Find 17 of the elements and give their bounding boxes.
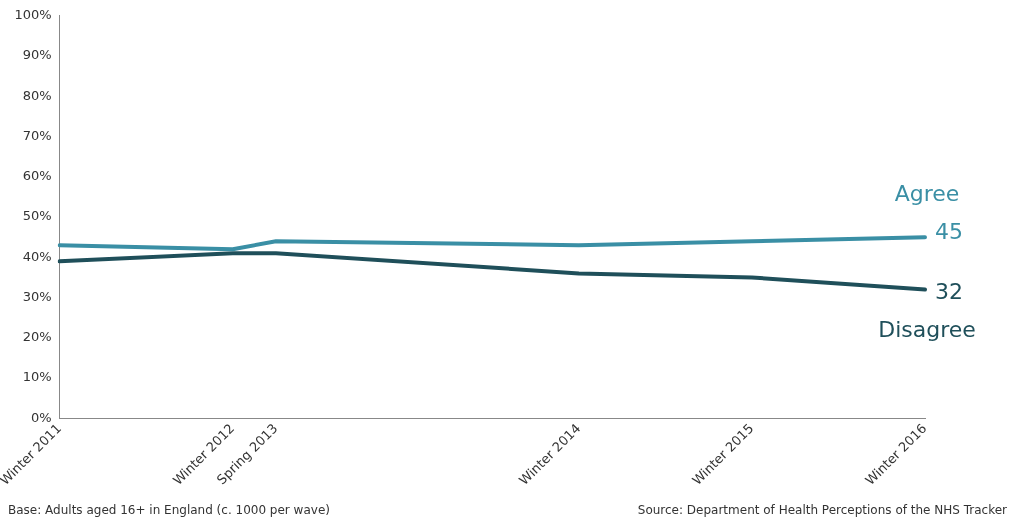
y-tick-label: 30%: [22, 288, 52, 304]
source-note: Source: Department of Health Perceptions of the NHS Tracker: [637, 503, 1008, 517]
y-tick-label: 70%: [22, 127, 52, 143]
y-tick-label: 90%: [22, 47, 52, 63]
y-tick-label: 60%: [22, 168, 52, 184]
y-tick-label: 50%: [22, 208, 52, 224]
y-tick-label: 0%: [31, 409, 52, 425]
y-tick-label: 80%: [22, 87, 52, 103]
data-label: 32: [935, 279, 963, 305]
y-tick-label: 40%: [22, 248, 52, 264]
text: Base: Adults aged 16+ in England (c. 1000 per wave): [8, 503, 330, 517]
y-tick-label: 100%: [14, 7, 52, 23]
y-tick-label: 10%: [22, 369, 52, 385]
data-label: 45: [935, 218, 963, 244]
series-label: Agree: [894, 180, 960, 206]
y-tick-label: 20%: [22, 329, 52, 345]
series-label: Disagree: [878, 317, 976, 343]
